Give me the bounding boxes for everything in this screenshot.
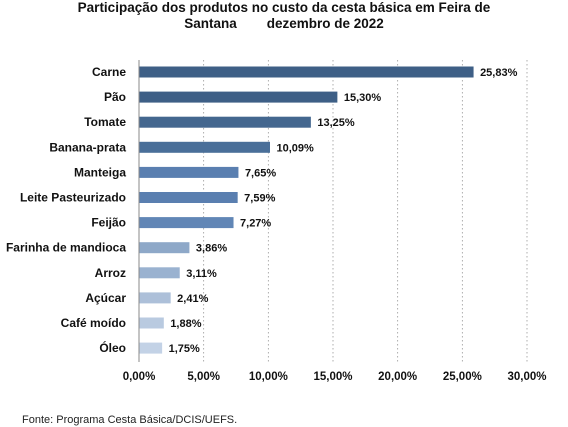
- x-tick-label-3: 15,00%: [313, 371, 352, 383]
- value-label-4: 7,65%: [245, 167, 276, 179]
- bar-1: [139, 91, 338, 103]
- bar-11: [139, 342, 163, 354]
- x-tick-label-2: 10,00%: [249, 371, 288, 383]
- category-label-6: Feijão: [91, 216, 126, 230]
- x-tick-label-4: 20,00%: [378, 371, 417, 383]
- bar-9: [139, 292, 171, 304]
- value-label-3: 10,09%: [276, 142, 314, 154]
- category-label-0: Carne: [92, 65, 126, 79]
- category-label-8: Arroz: [95, 266, 126, 280]
- category-label-1: Pão: [104, 90, 126, 104]
- bar-4: [139, 166, 239, 178]
- bar-2: [139, 116, 311, 128]
- chart-title-line-1: Participação dos produtos no custo da ce…: [77, 0, 491, 15]
- labels: Carne 25,83% Pão 15,30% Tomate 13,25% Banana-p…: [6, 65, 518, 355]
- category-label-5: Leite Pasteurizado: [20, 191, 126, 205]
- bar-0: [139, 66, 474, 78]
- value-label-10: 1,88%: [170, 318, 201, 330]
- bar-3: [139, 141, 270, 153]
- value-label-2: 13,25%: [317, 117, 355, 129]
- bar-5: [139, 192, 238, 203]
- value-label-6: 7,27%: [240, 218, 271, 230]
- x-tick-label-5: 25,00%: [443, 371, 482, 383]
- bar-6: [139, 217, 234, 229]
- category-label-10: Café moído: [61, 316, 126, 330]
- value-label-0: 25,83%: [480, 67, 518, 79]
- category-label-3: Banana-prata: [49, 140, 126, 154]
- value-label-11: 1,75%: [169, 343, 200, 355]
- x-axis-ticks: 0,00% 5,00% 10,00% 15,00% 20,00% 25,00% 30,00%: [123, 371, 547, 383]
- x-tick-label-1: 5,00%: [187, 371, 220, 383]
- category-label-7: Farinha de mandioca: [6, 241, 126, 255]
- category-label-9: Açúcar: [85, 291, 126, 305]
- bar-7: [139, 242, 190, 254]
- bar-8: [139, 267, 180, 279]
- value-label-5: 7,59%: [244, 193, 275, 205]
- value-label-8: 3,11%: [186, 268, 217, 280]
- gridlines: [138, 60, 528, 362]
- bar-10: [139, 317, 164, 329]
- chart-title: Participação dos produtos no custo da ce…: [0, 0, 568, 32]
- category-label-11: Óleo: [99, 340, 126, 355]
- source-note: Fonte: Programa Cesta Básica/DCIS/UEFS.: [22, 414, 238, 426]
- category-label-2: Tomate: [84, 115, 126, 129]
- chart-title-line-2: Santana dezembro de 2022: [184, 16, 384, 31]
- value-label-1: 15,30%: [344, 92, 382, 104]
- value-label-9: 2,41%: [177, 293, 208, 305]
- bars: [139, 66, 474, 354]
- x-tick-label-6: 30,00%: [507, 371, 546, 383]
- x-tick-label-0: 0,00%: [123, 371, 156, 383]
- category-label-4: Manteiga: [74, 165, 126, 179]
- bar-chart: Carne 25,83% Pão 15,30% Tomate 13,25% Banana-p…: [6, 60, 547, 383]
- value-label-7: 3,86%: [196, 243, 227, 255]
